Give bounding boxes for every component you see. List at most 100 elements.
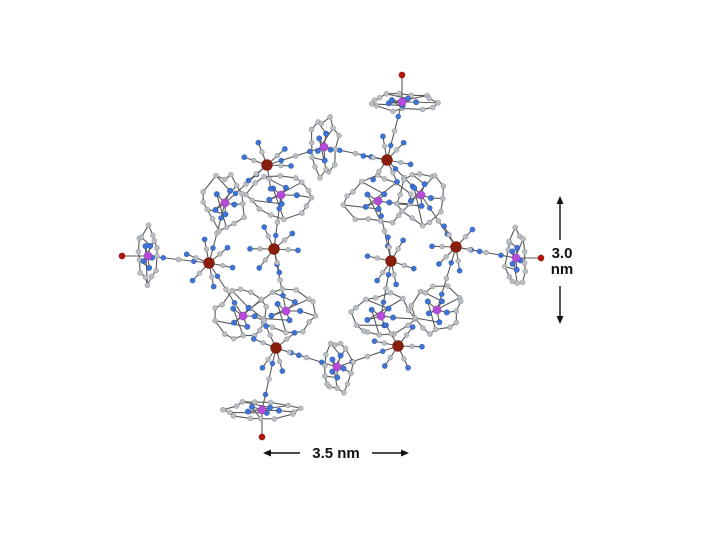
carbon-atom bbox=[258, 296, 265, 303]
nitrogen-atom bbox=[381, 191, 388, 198]
nitrogen-atom bbox=[214, 273, 221, 280]
nitrogen-atom bbox=[231, 201, 238, 208]
carbon-atom bbox=[267, 399, 274, 406]
carbon-atom bbox=[222, 331, 228, 337]
nitrogen-atom bbox=[404, 95, 411, 102]
carbon-atom bbox=[520, 236, 527, 242]
nitrogen-atom bbox=[210, 245, 216, 251]
nitrogen-atom bbox=[276, 205, 283, 212]
nitrogen-atom bbox=[241, 154, 248, 161]
ring-bond bbox=[250, 307, 264, 320]
carbon-atom bbox=[249, 197, 256, 204]
nitrogen-atom bbox=[262, 391, 269, 398]
carbon-atom bbox=[306, 296, 312, 302]
carbon-atom bbox=[430, 104, 436, 111]
carbon-atom bbox=[274, 259, 280, 266]
nitrogen-atom bbox=[395, 113, 402, 120]
cobalt-atom bbox=[261, 159, 273, 171]
carbon-atom bbox=[271, 416, 278, 422]
nitrogen-atom bbox=[255, 139, 262, 146]
nitrogen-atom bbox=[407, 197, 414, 204]
nitrogen-atom bbox=[419, 343, 425, 350]
carbon-atom bbox=[376, 94, 383, 101]
nitrogen-atom bbox=[441, 223, 447, 230]
ring-bond bbox=[365, 182, 397, 208]
ring-bond bbox=[215, 175, 231, 192]
ring-bond bbox=[343, 204, 379, 210]
nitrogen-atom bbox=[436, 261, 442, 267]
carbon-atom bbox=[256, 327, 263, 334]
nitrogen-atom bbox=[388, 97, 395, 104]
carbon-atom bbox=[299, 210, 305, 216]
nitrogen-atom bbox=[429, 243, 435, 250]
nitrogen-atom bbox=[427, 195, 434, 202]
nitrogen-atom bbox=[476, 248, 483, 255]
carbon-atom bbox=[401, 176, 407, 183]
nitrogen-atom bbox=[306, 148, 313, 155]
nitrogen-atom bbox=[334, 374, 341, 381]
carbon-atom bbox=[376, 332, 382, 338]
ring-bond bbox=[215, 185, 238, 211]
carbon-atom bbox=[381, 340, 387, 346]
carbon-atom bbox=[277, 173, 284, 179]
manganese-atom bbox=[332, 362, 342, 372]
width-dimension: 3.5 nm bbox=[263, 445, 409, 462]
carbon-atom bbox=[289, 411, 296, 417]
carbon-atom bbox=[138, 234, 145, 240]
carbon-atom bbox=[298, 179, 305, 186]
carbon-atom bbox=[388, 331, 394, 337]
carbon-atom bbox=[150, 232, 156, 239]
carbon-atom bbox=[274, 219, 281, 225]
carbon-atom bbox=[435, 100, 441, 106]
carbon-atom bbox=[285, 247, 291, 253]
carbon-atom bbox=[519, 279, 526, 286]
carbon-atom bbox=[377, 218, 384, 224]
ring-bond bbox=[365, 298, 389, 310]
carbon-atom bbox=[252, 180, 258, 186]
carbon-atom bbox=[432, 326, 439, 333]
width-arrow-left-head bbox=[263, 449, 271, 457]
ring-bond bbox=[233, 415, 251, 419]
carbon-atom bbox=[337, 340, 344, 347]
carbon-atom bbox=[175, 256, 182, 263]
nitrogen-atom bbox=[224, 244, 231, 251]
nitrogen-atom bbox=[421, 181, 428, 188]
carbon-atom bbox=[360, 328, 367, 334]
oxygen-atom bbox=[118, 252, 126, 260]
ring-bond bbox=[398, 203, 411, 216]
carbon-atom bbox=[397, 191, 403, 198]
carbon-atom bbox=[323, 166, 329, 173]
carbon-atom bbox=[300, 328, 306, 335]
carbon-atom bbox=[324, 381, 330, 387]
nitrogen-atom bbox=[385, 305, 392, 312]
carbon-atom bbox=[212, 305, 218, 311]
carbon-atom bbox=[297, 405, 304, 412]
carbon-atom bbox=[239, 200, 246, 207]
carbon-atom bbox=[284, 336, 290, 342]
carbon-atom bbox=[266, 176, 272, 182]
carbon-atom bbox=[401, 262, 407, 269]
carbon-atom bbox=[514, 280, 520, 286]
carbon-atom bbox=[381, 228, 388, 234]
nitrogen-atom bbox=[340, 365, 347, 372]
carbon-atom bbox=[373, 102, 380, 109]
carbon-atom bbox=[145, 222, 152, 228]
carbon-atom bbox=[260, 340, 266, 346]
nitrogen-atom bbox=[443, 309, 450, 316]
carbon-atom bbox=[405, 307, 412, 313]
carbon-atom bbox=[340, 202, 347, 208]
carbon-atom bbox=[390, 108, 396, 115]
nitrogen-atom bbox=[245, 177, 252, 184]
carbon-atom bbox=[391, 271, 397, 278]
nitrogen-atom bbox=[160, 254, 167, 261]
carbon-atom bbox=[419, 106, 426, 113]
ring-bond bbox=[361, 181, 385, 195]
carbon-atom bbox=[220, 406, 226, 413]
nitrogen-atom bbox=[424, 298, 431, 305]
carbon-atom bbox=[223, 224, 230, 231]
carbon-atom bbox=[154, 245, 160, 251]
nitrogen-atom bbox=[140, 258, 147, 265]
carbon-atom bbox=[417, 288, 424, 295]
carbon-atom bbox=[506, 273, 513, 280]
nitrogen-atom bbox=[438, 291, 445, 298]
